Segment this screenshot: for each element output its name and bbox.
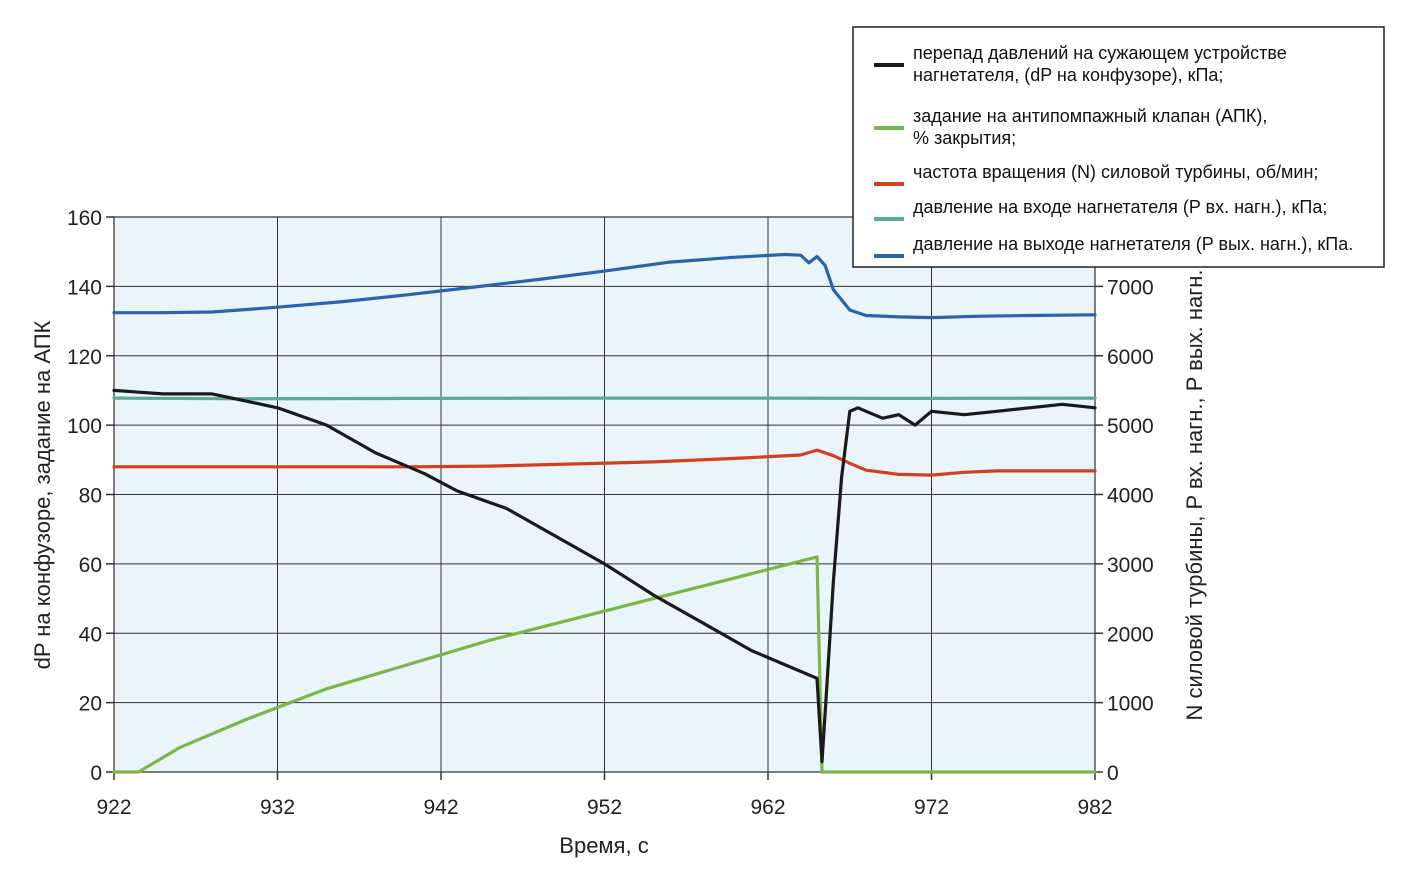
series-line-4: [112, 396, 1097, 401]
y-left-tick-label: 0: [90, 762, 102, 785]
y-right-tick-label: 4000: [1107, 485, 1154, 508]
series-line-5: [112, 252, 1097, 320]
legend: перепад давлений на сужающем устройствен…: [852, 26, 1385, 268]
y-left-tick-label: 160: [67, 207, 102, 230]
y-axis-left-label: dP на конфузоре, задание на АПК: [30, 320, 55, 669]
legend-label-2: % закрытия;: [913, 128, 1016, 148]
y-left-tick-label: 40: [79, 623, 102, 646]
x-tick-label: 972: [914, 796, 949, 819]
y-right-tick-label: 2000: [1107, 623, 1154, 646]
x-tick-label: 922: [96, 796, 131, 819]
legend-label-1: нагнетателя, (dP на конфузоре), кПа;: [913, 65, 1223, 85]
x-tick-label: 982: [1077, 796, 1112, 819]
legend-label-1: перепад давлений на сужающем устройстве: [913, 43, 1287, 63]
y-left-tick-label: 60: [79, 554, 102, 577]
x-tick-label: 942: [423, 796, 458, 819]
series-lines: [112, 252, 1097, 774]
y-right-tick-label: 1000: [1107, 693, 1154, 716]
y-left-tick-label: 80: [79, 485, 102, 508]
y-right-tick-label: 6000: [1107, 346, 1154, 369]
y-left-tick-label: 100: [67, 415, 102, 438]
y-left-tick-label: 120: [67, 346, 102, 369]
legend-label-4: давление на входе нагнетателя (P вх. наг…: [913, 197, 1327, 217]
x-tick-label: 932: [260, 796, 295, 819]
x-tick-label: 952: [587, 796, 622, 819]
y-right-tick-label: 0: [1107, 762, 1119, 785]
series-line-2: [112, 555, 1097, 774]
y-right-tick-label: 3000: [1107, 554, 1154, 577]
legend-label-2: задание на антипомпажный клапан (АПК),: [913, 106, 1267, 126]
axes: 922 932 942 952 962 972 982 0 20 40 60 80 100 120 140 1…: [67, 207, 1154, 819]
y-right-tick-label: 5000: [1107, 415, 1154, 438]
x-axis-label: Время, с: [559, 833, 648, 858]
y-axis-right-label: N силовой турбины, P вх. нагн., P вых. н…: [1182, 269, 1207, 720]
y-left-tick-label: 20: [79, 693, 102, 716]
x-tick-label: 962: [750, 796, 785, 819]
grid: [114, 217, 1095, 772]
y-left-tick-label: 140: [67, 276, 102, 299]
y-right-tick-label: 7000: [1107, 276, 1154, 299]
series-line-1: [112, 388, 1097, 764]
legend-label-5: давление на выходе нагнетателя (P вых. н…: [913, 234, 1353, 254]
legend-label-3: частота вращения (N) силовой турбины, об…: [913, 162, 1318, 182]
series-line-3: [112, 448, 1097, 477]
legend-box: [852, 26, 1385, 268]
